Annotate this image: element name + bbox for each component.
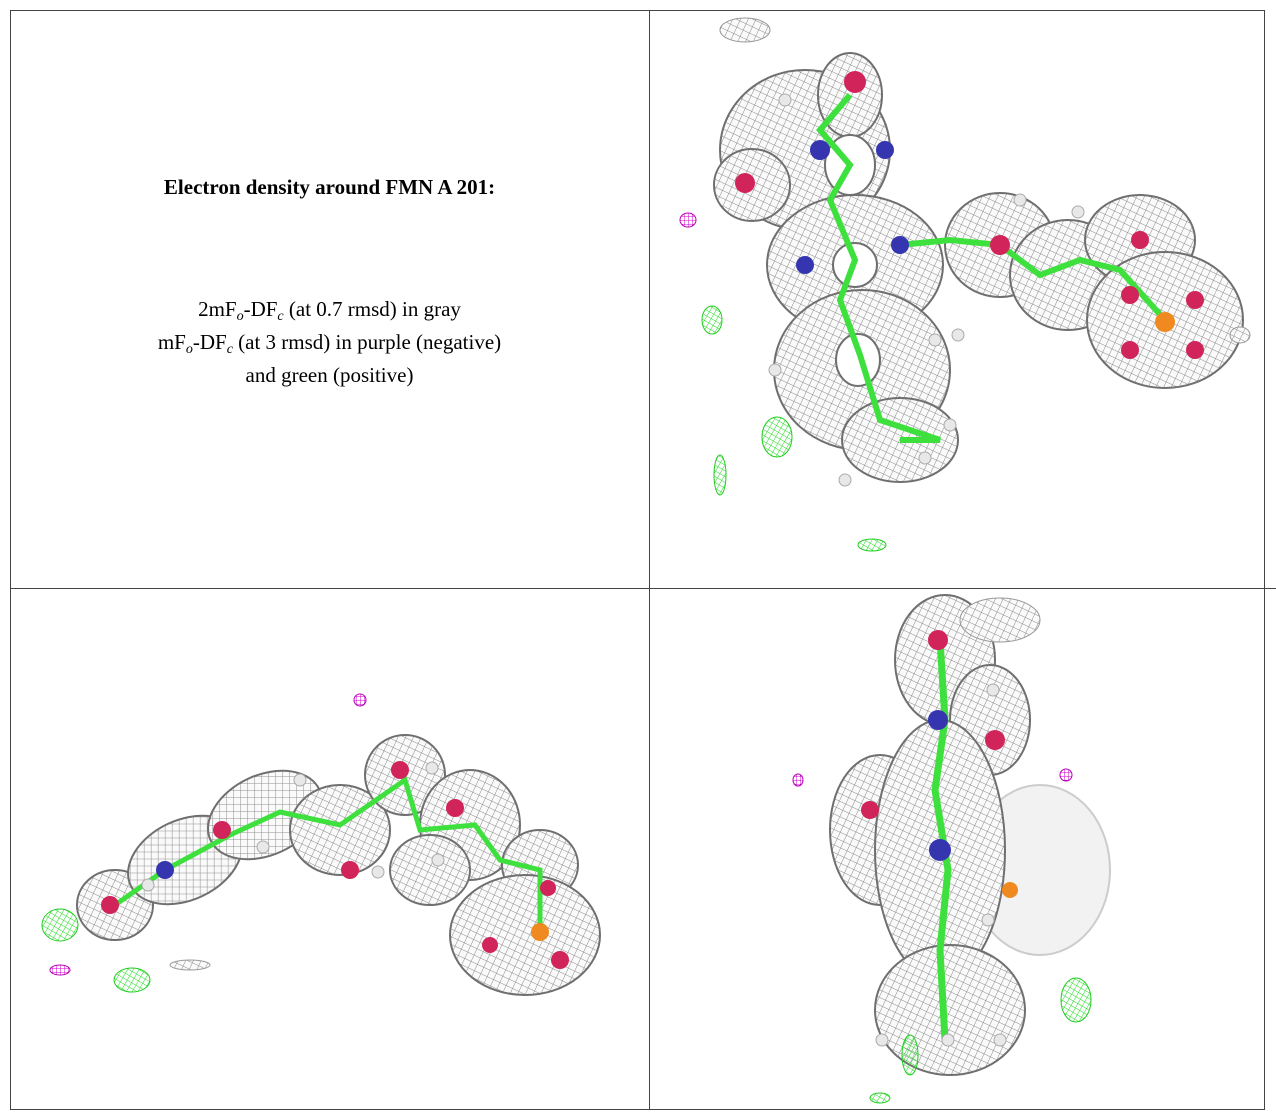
caption-line: mFo-DFc (at 3 rmsd) in purple (negative) [10,326,649,359]
caption-line: and green (positive) [10,359,649,392]
density-view-3 [792,594,1111,1104]
caption-text: -DF [243,297,278,321]
caption-text: 2mF [198,297,237,321]
density-view-2 [41,693,601,996]
caption-title: Electron density around FMN A 201: [163,175,496,199]
caption-text: (at 3 rmsd) in purple (negative) [232,330,502,354]
caption-text: (at 0.7 rmsd) in gray [283,297,461,321]
caption-line: 2mFo-DFc (at 0.7 rmsd) in gray [10,293,649,326]
subscript: o [185,342,193,357]
density-view-1 [679,17,1251,552]
subscript: o [236,309,244,324]
caption-text: and green (positive) [245,363,414,387]
caption-lines: 2mFo-DFc (at 0.7 rmsd) in gray mFo-DFc (a… [10,293,649,392]
caption-text: -DF [192,330,227,354]
table-lines [10,10,1276,1110]
subscript: c [226,342,233,357]
subscript: c [277,309,284,324]
caption-cell: Electron density around FMN A 201: 2mFo-… [10,10,649,588]
caption-text: mF [157,330,186,354]
